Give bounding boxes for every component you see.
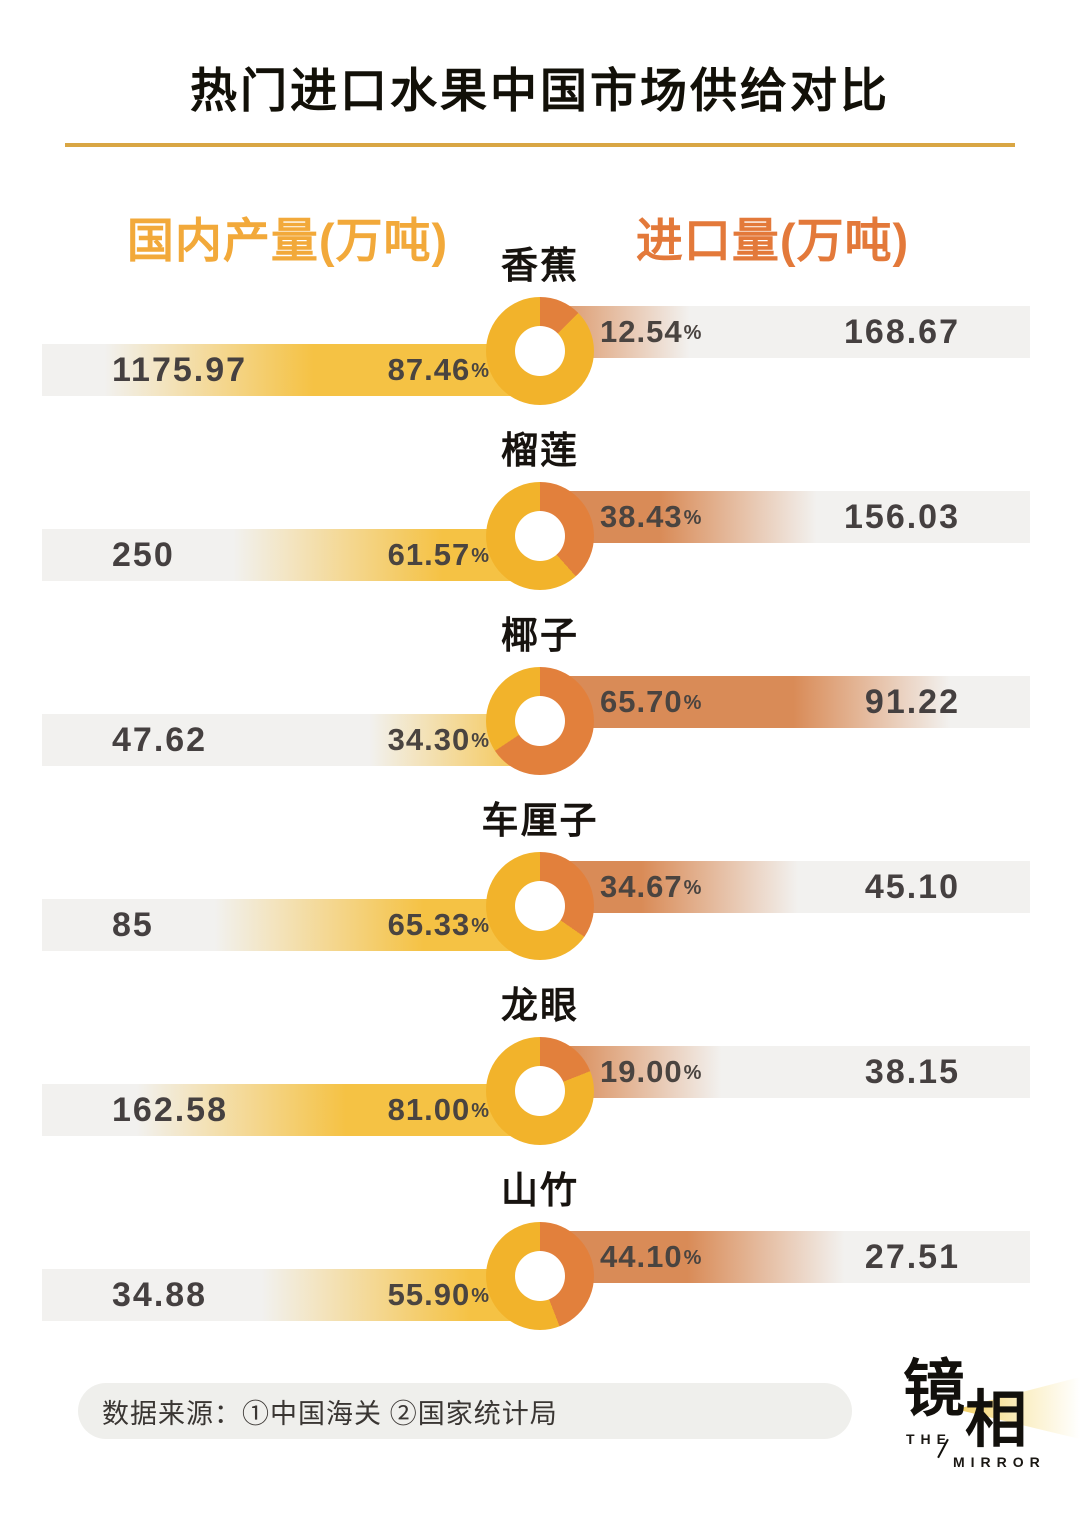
import-value-label: 91.22 bbox=[864, 682, 960, 721]
fruit-name-label: 龙眼 bbox=[501, 985, 579, 1026]
donut-chart bbox=[486, 1037, 594, 1145]
import-value-label: 27.51 bbox=[864, 1237, 960, 1276]
import-share-label: 12.54% bbox=[600, 314, 703, 349]
import-bar: 34.67% 45.10 bbox=[540, 861, 1030, 913]
percent-sign: % bbox=[471, 1100, 490, 1122]
percent-sign: % bbox=[683, 692, 703, 714]
domestic-value-label: 47.62 bbox=[112, 720, 208, 759]
fruit-name-label: 车厘子 bbox=[481, 800, 599, 841]
fruit-name-label: 香蕉 bbox=[501, 245, 579, 286]
fruit-row: 龙眼 19.00% 38.15 162.58 81.00% bbox=[0, 986, 1080, 1171]
fruit-name-label: 榴莲 bbox=[501, 430, 579, 471]
domestic-share-label: 34.30% bbox=[387, 722, 490, 757]
percent-sign: % bbox=[471, 545, 490, 567]
domestic-bar: 250 61.57% bbox=[42, 529, 540, 581]
percent-sign: % bbox=[683, 1247, 703, 1269]
import-value-label: 168.67 bbox=[844, 312, 960, 351]
domestic-share-label: 61.57% bbox=[387, 537, 490, 572]
donut-chart bbox=[486, 482, 594, 590]
domestic-bar: 1175.97 87.46% bbox=[42, 344, 540, 396]
import-share-label: 19.00% bbox=[600, 1054, 703, 1089]
fruit-row: 车厘子 34.67% 45.10 85 65.33% bbox=[0, 801, 1080, 986]
domestic-share-label: 87.46% bbox=[387, 352, 490, 387]
percent-sign: % bbox=[683, 1062, 703, 1084]
fruit-row: 榴莲 38.43% 156.03 250 61.57% bbox=[0, 431, 1080, 616]
fruit-name-label: 椰子 bbox=[501, 615, 579, 656]
page-title: 热门进口水果中国市场供给对比 bbox=[190, 64, 890, 117]
logo-text-mirror: MIRROR bbox=[953, 1454, 1046, 1470]
domestic-share-label: 65.33% bbox=[387, 907, 490, 942]
import-bar: 65.70% 91.22 bbox=[540, 676, 1030, 728]
legend-domestic-production: 国内产量(万吨) bbox=[126, 214, 449, 267]
fruit-row: 椰子 65.70% 91.22 47.62 34.30% bbox=[0, 616, 1080, 801]
fruit-row: 香蕉 12.54% 168.67 1175.97 87.46% bbox=[0, 246, 1080, 431]
donut-chart bbox=[486, 852, 594, 960]
logo-char-jing: 镜 bbox=[903, 1355, 966, 1424]
percent-sign: % bbox=[471, 1285, 490, 1307]
import-bar: 44.10% 27.51 bbox=[540, 1231, 1030, 1283]
import-share-label: 38.43% bbox=[600, 499, 703, 534]
domestic-share-label: 81.00% bbox=[387, 1092, 490, 1127]
domestic-value-label: 85 bbox=[112, 905, 154, 944]
percent-sign: % bbox=[471, 915, 490, 937]
domestic-value-label: 250 bbox=[112, 535, 175, 574]
title-underline bbox=[65, 143, 1015, 147]
domestic-value-label: 162.58 bbox=[112, 1090, 228, 1129]
import-value-label: 45.10 bbox=[864, 867, 960, 906]
percent-sign: % bbox=[471, 360, 490, 382]
domestic-value-label: 34.88 bbox=[112, 1275, 208, 1314]
import-share-label: 65.70% bbox=[600, 684, 703, 719]
logo-text-the: THE bbox=[906, 1431, 952, 1447]
data-source-note: 数据来源：①中国海关 ②国家统计局 bbox=[78, 1383, 852, 1439]
import-bar: 12.54% 168.67 bbox=[540, 306, 1030, 358]
percent-sign: % bbox=[683, 507, 703, 529]
domestic-bar: 162.58 81.00% bbox=[42, 1084, 540, 1136]
domestic-bar: 34.88 55.90% bbox=[42, 1269, 540, 1321]
the-mirror-logo: 镜 相 THE MIRROR bbox=[880, 1335, 1080, 1495]
domestic-bar: 85 65.33% bbox=[42, 899, 540, 951]
domestic-value-label: 1175.97 bbox=[112, 350, 248, 389]
import-bar: 19.00% 38.15 bbox=[540, 1046, 1030, 1098]
percent-sign: % bbox=[471, 730, 490, 752]
fruit-name-label: 山竹 bbox=[501, 1170, 579, 1211]
import-share-label: 34.67% bbox=[600, 869, 703, 904]
donut-chart bbox=[486, 297, 594, 405]
donut-chart bbox=[486, 1222, 594, 1330]
domestic-share-label: 55.90% bbox=[387, 1277, 490, 1312]
donut-chart bbox=[486, 667, 594, 775]
import-value-label: 156.03 bbox=[844, 497, 960, 536]
percent-sign: % bbox=[683, 322, 703, 344]
fruit-row: 山竹 44.10% 27.51 34.88 55.90% bbox=[0, 1171, 1080, 1356]
import-share-label: 44.10% bbox=[600, 1239, 703, 1274]
legend-import-volume: 进口量(万吨) bbox=[635, 214, 910, 267]
domestic-bar: 47.62 34.30% bbox=[42, 714, 540, 766]
logo-char-xiang: 相 bbox=[965, 1386, 1028, 1455]
import-bar: 38.43% 156.03 bbox=[540, 491, 1030, 543]
import-value-label: 38.15 bbox=[864, 1052, 960, 1091]
percent-sign: % bbox=[683, 877, 703, 899]
